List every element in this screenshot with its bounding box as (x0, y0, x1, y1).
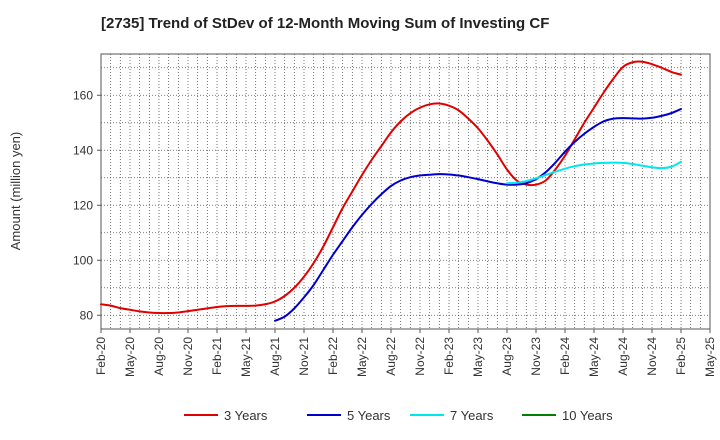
x-tick-label: Nov-20 (181, 337, 195, 376)
x-tick-label: Aug-20 (152, 337, 166, 376)
y-tick-label: 120 (73, 198, 93, 212)
x-tick-label: May-20 (123, 337, 137, 377)
x-tick-label: Nov-23 (529, 337, 543, 376)
plot-area (100, 53, 711, 330)
series-line-7-years (506, 160, 682, 185)
y-tick-label: 80 (80, 308, 94, 322)
series-line-3-years (100, 60, 682, 315)
x-tick-label: Nov-21 (297, 337, 311, 376)
series-line-5-years (274, 108, 682, 322)
x-tick-label: Feb-23 (442, 337, 456, 375)
y-tick-label: 140 (73, 143, 93, 157)
x-tick-label: Nov-22 (413, 337, 427, 376)
x-tick-label: Feb-25 (674, 337, 688, 375)
y-axis-ticks: 80 100 120 140 160 (73, 88, 101, 322)
legend-label-10-years: 10 Years (562, 408, 613, 423)
y-tick-label: 100 (73, 253, 93, 267)
y-tick-label: 160 (73, 88, 93, 102)
x-tick-label: May-24 (587, 337, 601, 377)
y-axis-label: Amount (million yen) (8, 132, 23, 251)
x-tick-label: Feb-24 (558, 337, 572, 375)
x-tick-label: May-21 (239, 337, 253, 377)
x-tick-label: Feb-22 (326, 337, 340, 375)
y-gridlines (101, 67, 710, 316)
chart-title: [2735] Trend of StDev of 12-Month Moving… (101, 15, 549, 32)
x-axis-ticks: Feb-20 May-20 Aug-20 Nov-20 Feb-21 May-21 Aug-… (94, 329, 717, 377)
x-tick-label: Aug-23 (500, 337, 514, 376)
x-gridlines (110, 54, 701, 329)
x-tick-label: Aug-24 (616, 337, 630, 376)
series-lines (100, 60, 682, 322)
x-tick-label: May-23 (471, 337, 485, 377)
x-tick-label: Feb-21 (210, 337, 224, 375)
x-tick-label: Feb-20 (94, 337, 108, 375)
x-tick-label: May-25 (703, 337, 717, 377)
legend-label-5-years: 5 Years (347, 408, 391, 423)
x-tick-label: May-22 (355, 337, 369, 377)
legend-label-7-years: 7 Years (450, 408, 494, 423)
legend: 3 Years 5 Years 7 Years 10 Years (184, 408, 613, 423)
x-tick-label: Nov-24 (645, 337, 659, 376)
x-tick-label: Aug-22 (384, 337, 398, 376)
legend-label-3-years: 3 Years (224, 408, 268, 423)
x-tick-label: Aug-21 (268, 337, 282, 376)
